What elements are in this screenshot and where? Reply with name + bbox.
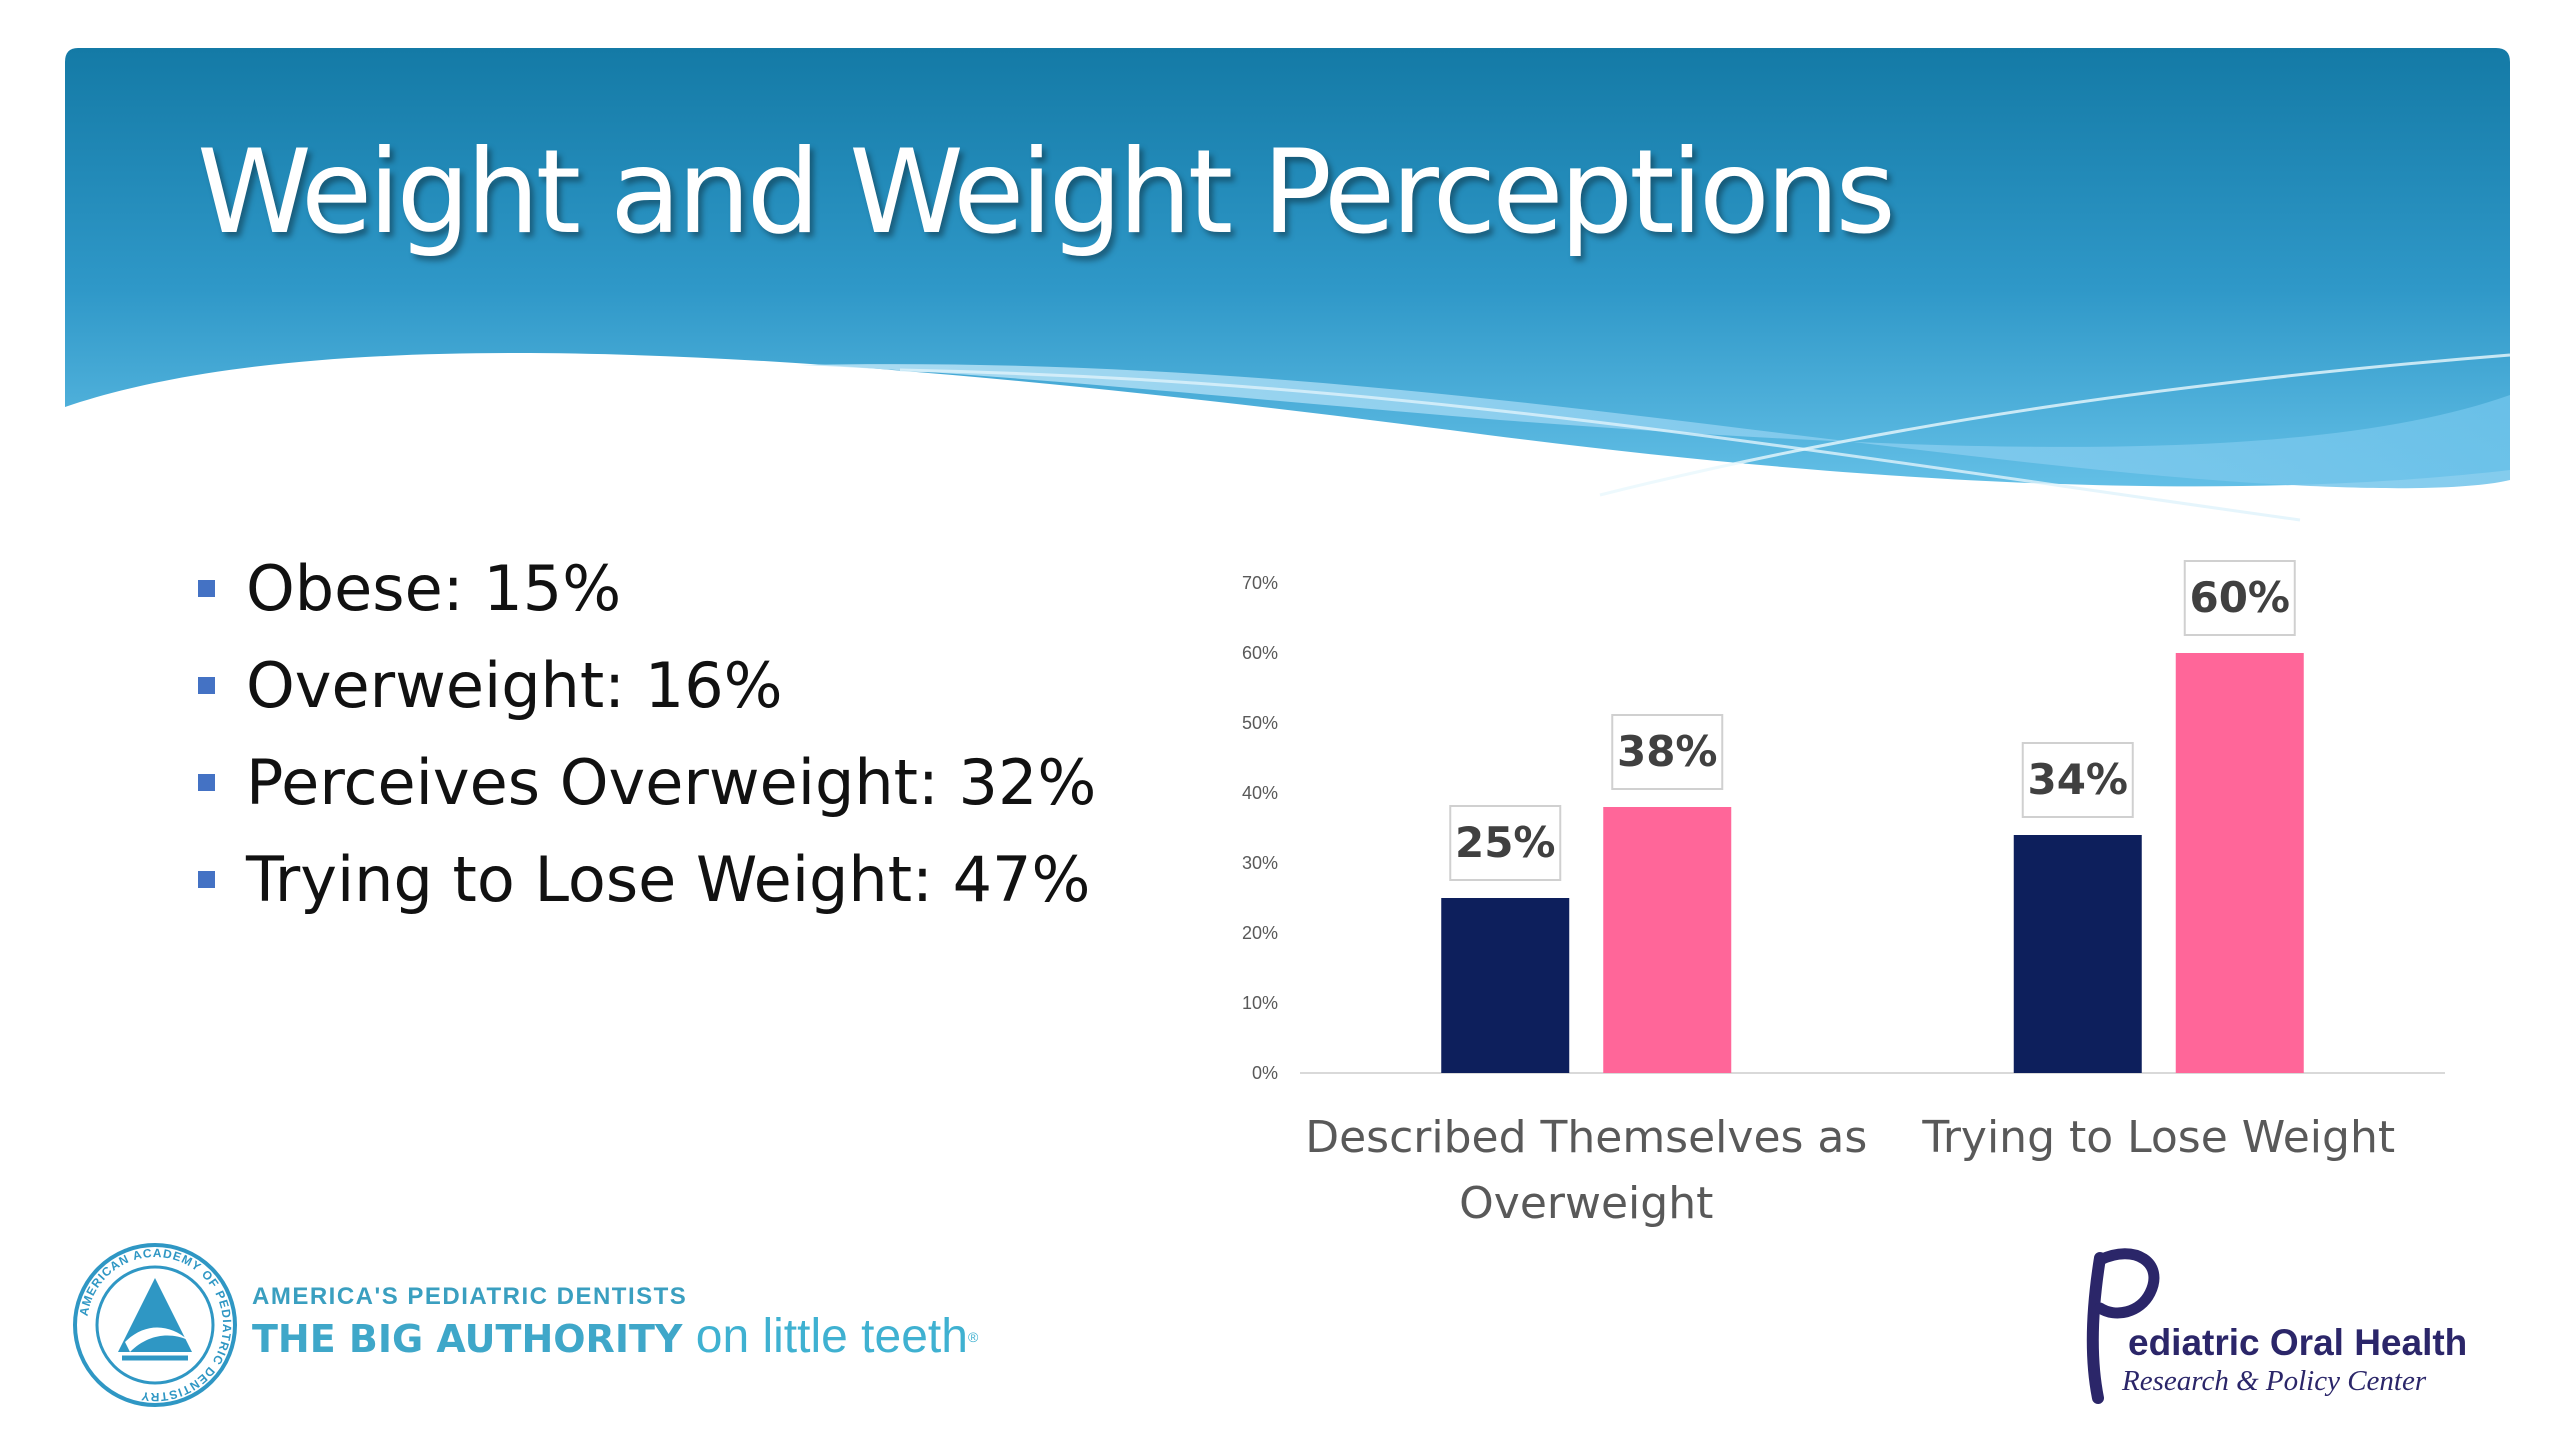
data-label: 60%: [2189, 573, 2290, 622]
bar: [2175, 653, 2304, 1073]
data-label: 25%: [1455, 818, 1556, 867]
bar-chart: 0% 10% 20% 30% 40% 50% 60% 70% 25% 38% Described T…: [1242, 560, 2445, 1229]
aapd-tagline-top: AMERICA'S PEDIATRIC DENTISTS: [252, 1283, 688, 1310]
slide-title: Weight and Weight Perceptions: [197, 125, 1896, 260]
aapd-tagline-main: THE BIG AUTHORITY on little teeth®: [252, 1311, 978, 1365]
data-label-box: [2183, 560, 2296, 636]
aapd-tagline-bold: THE BIG AUTHORITY: [252, 1317, 683, 1361]
bullet-item: Overweight: 16%: [198, 637, 1096, 734]
y-tick-label: 20%: [1242, 923, 1278, 943]
data-label-box: [1611, 714, 1724, 790]
y-tick-label: 0%: [1252, 1063, 1278, 1083]
pohrpc-name: ediatric Oral Health: [2128, 1322, 2468, 1363]
x-category-label: Described Themselves as: [1305, 1112, 1867, 1163]
aapd-seal-logo: AMERICAN ACADEMY OF PEDIATRIC DENTISTRY: [73, 1243, 237, 1407]
bullet-item: Obese: 15%: [198, 540, 1096, 637]
pohrpc-logo: ediatric Oral Health Research & Policy C…: [2070, 1238, 2490, 1408]
y-tick-label: 40%: [1242, 783, 1278, 803]
y-tick-label: 70%: [1242, 573, 1278, 593]
bullet-text: Perceives Overweight: 32%: [246, 746, 1097, 819]
y-tick-label: 60%: [1242, 643, 1278, 663]
aapd-tagline: AMERICA'S PEDIATRIC DENTISTS THE BIG AUT…: [252, 1283, 978, 1365]
bullet-marker: [198, 677, 215, 694]
bullet-marker: [198, 774, 215, 791]
x-category-label: Trying to Lose Weight: [1921, 1112, 2395, 1163]
bullet-marker: [198, 580, 215, 597]
bullet-text: Trying to Lose Weight: 47%: [246, 843, 1091, 916]
aapd-tagline-light: on little teeth: [695, 1310, 968, 1363]
bullet-list: Obese: 15% Overweight: 16% Perceives Ove…: [198, 540, 1096, 928]
data-label-box: [1449, 805, 1562, 881]
bullet-marker: [198, 871, 215, 888]
bullet-text: Obese: 15%: [246, 552, 622, 625]
bullet-item: Perceives Overweight: 32%: [198, 734, 1096, 831]
data-label: 34%: [2027, 755, 2128, 804]
bar: [1603, 807, 1732, 1073]
y-tick-label: 10%: [1242, 993, 1278, 1013]
bullet-text: Overweight: 16%: [246, 649, 783, 722]
data-label: 38%: [1617, 727, 1718, 776]
bar: [2013, 835, 2142, 1073]
data-label-box: [2021, 742, 2134, 818]
trademark-symbol: ®: [967, 1329, 979, 1345]
x-category-label: Overweight: [1459, 1178, 1713, 1229]
header-banner: [65, 48, 2511, 522]
y-tick-label: 30%: [1242, 853, 1278, 873]
bar: [1441, 898, 1570, 1073]
bullet-item: Trying to Lose Weight: 47%: [198, 831, 1096, 928]
pohrpc-subtitle: Research & Policy Center: [2122, 1365, 2427, 1397]
pohrpc-p-icon: [2086, 1248, 2160, 1404]
y-tick-label: 50%: [1242, 713, 1278, 733]
